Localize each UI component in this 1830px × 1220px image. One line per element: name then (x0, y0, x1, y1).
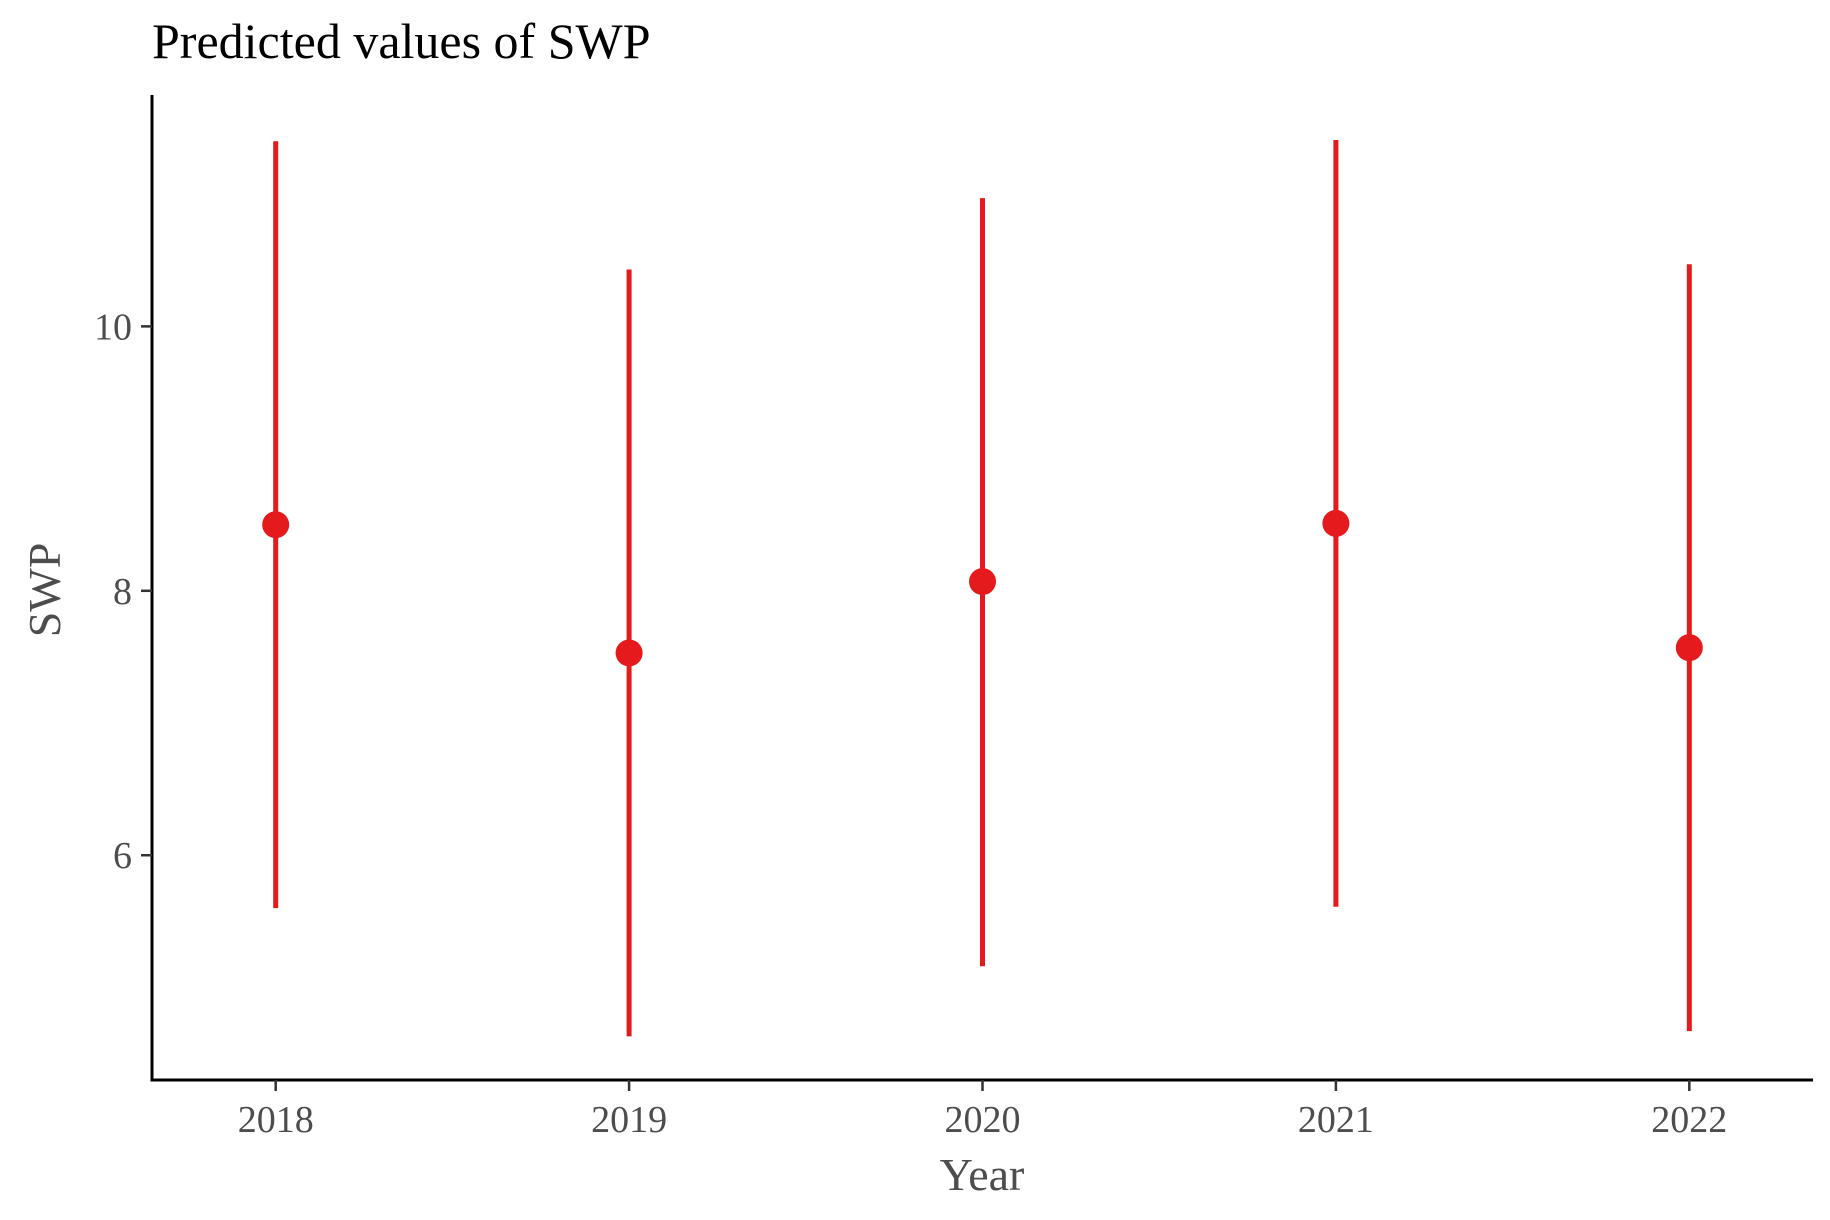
y-tick-label: 6 (113, 835, 132, 877)
y-tick-label: 10 (94, 306, 132, 348)
x-tick-label: 2022 (1651, 1099, 1727, 1141)
x-tick-label: 2018 (238, 1099, 314, 1141)
chart-title: Predicted values of SWP (152, 13, 651, 69)
x-tick-label: 2019 (591, 1099, 667, 1141)
data-point (1322, 509, 1350, 537)
data-point (615, 639, 643, 667)
y-axis: 6 8 10 (94, 95, 154, 1082)
data-point (262, 511, 290, 539)
y-tick-label: 8 (113, 571, 132, 613)
data-point (1675, 634, 1703, 662)
data-point (969, 568, 996, 596)
x-axis-title: Year (940, 1149, 1025, 1200)
y-axis-title: SWP (19, 543, 70, 638)
data-marks (262, 139, 1703, 1037)
x-tick-label: 2021 (1298, 1099, 1374, 1141)
x-axis: 2018 2019 2020 2021 2022 (150, 1078, 1813, 1141)
x-tick-label: 2020 (945, 1099, 1021, 1141)
